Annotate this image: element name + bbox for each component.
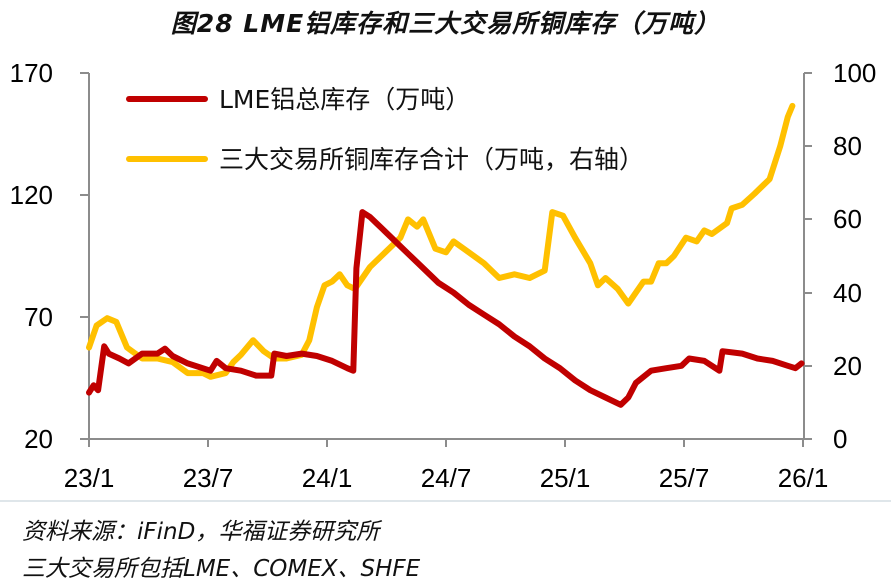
right-tick-40: 40	[833, 278, 862, 308]
x-tick-24-1: 24/1	[302, 463, 353, 493]
right-tick-100: 100	[833, 58, 876, 88]
right-tick-80: 80	[833, 131, 862, 161]
chart-area: 170 120 70 20 100 80 60 40 20 0 23/1 23/…	[10, 58, 877, 493]
legend: LME铝总库存（万吨） 三大交易所铜库存合计（万吨，右轴）	[126, 85, 644, 174]
exchange-note: 三大交易所包括LME、COMEX、SHFE	[22, 556, 421, 582]
right-tick-0: 0	[833, 424, 847, 454]
lme-aluminium-inventory-line	[86, 209, 805, 408]
left-tick-170: 170	[10, 58, 53, 88]
footer-divider	[0, 500, 891, 502]
x-tick-25-1: 25/1	[540, 463, 591, 493]
x-tick-24-7: 24/7	[421, 463, 472, 493]
x-tick-26-1: 26/1	[778, 463, 829, 493]
right-tick-20: 20	[833, 351, 862, 381]
left-tick-120: 120	[10, 180, 53, 210]
x-tick-23-7: 23/7	[183, 463, 234, 493]
right-axis-ticks	[804, 72, 812, 440]
right-tick-60: 60	[833, 204, 862, 234]
source-note: 资料来源：iFinD，华福证券研究所	[22, 519, 380, 545]
left-axis-ticks	[80, 72, 89, 440]
x-tick-23-1: 23/1	[64, 463, 115, 493]
legend-label-aluminium: LME铝总库存（万吨）	[219, 85, 470, 114]
chart-title: 图28 LME铝库存和三大交易所铜库存（万吨）	[170, 9, 721, 38]
legend-label-copper: 三大交易所铜库存合计（万吨，右轴）	[219, 145, 644, 174]
copper-inventory-line	[86, 102, 796, 380]
left-tick-70: 70	[24, 302, 53, 332]
x-tick-25-7: 25/7	[659, 463, 710, 493]
x-axis-ticks	[88, 439, 804, 447]
left-tick-20: 20	[24, 424, 53, 454]
